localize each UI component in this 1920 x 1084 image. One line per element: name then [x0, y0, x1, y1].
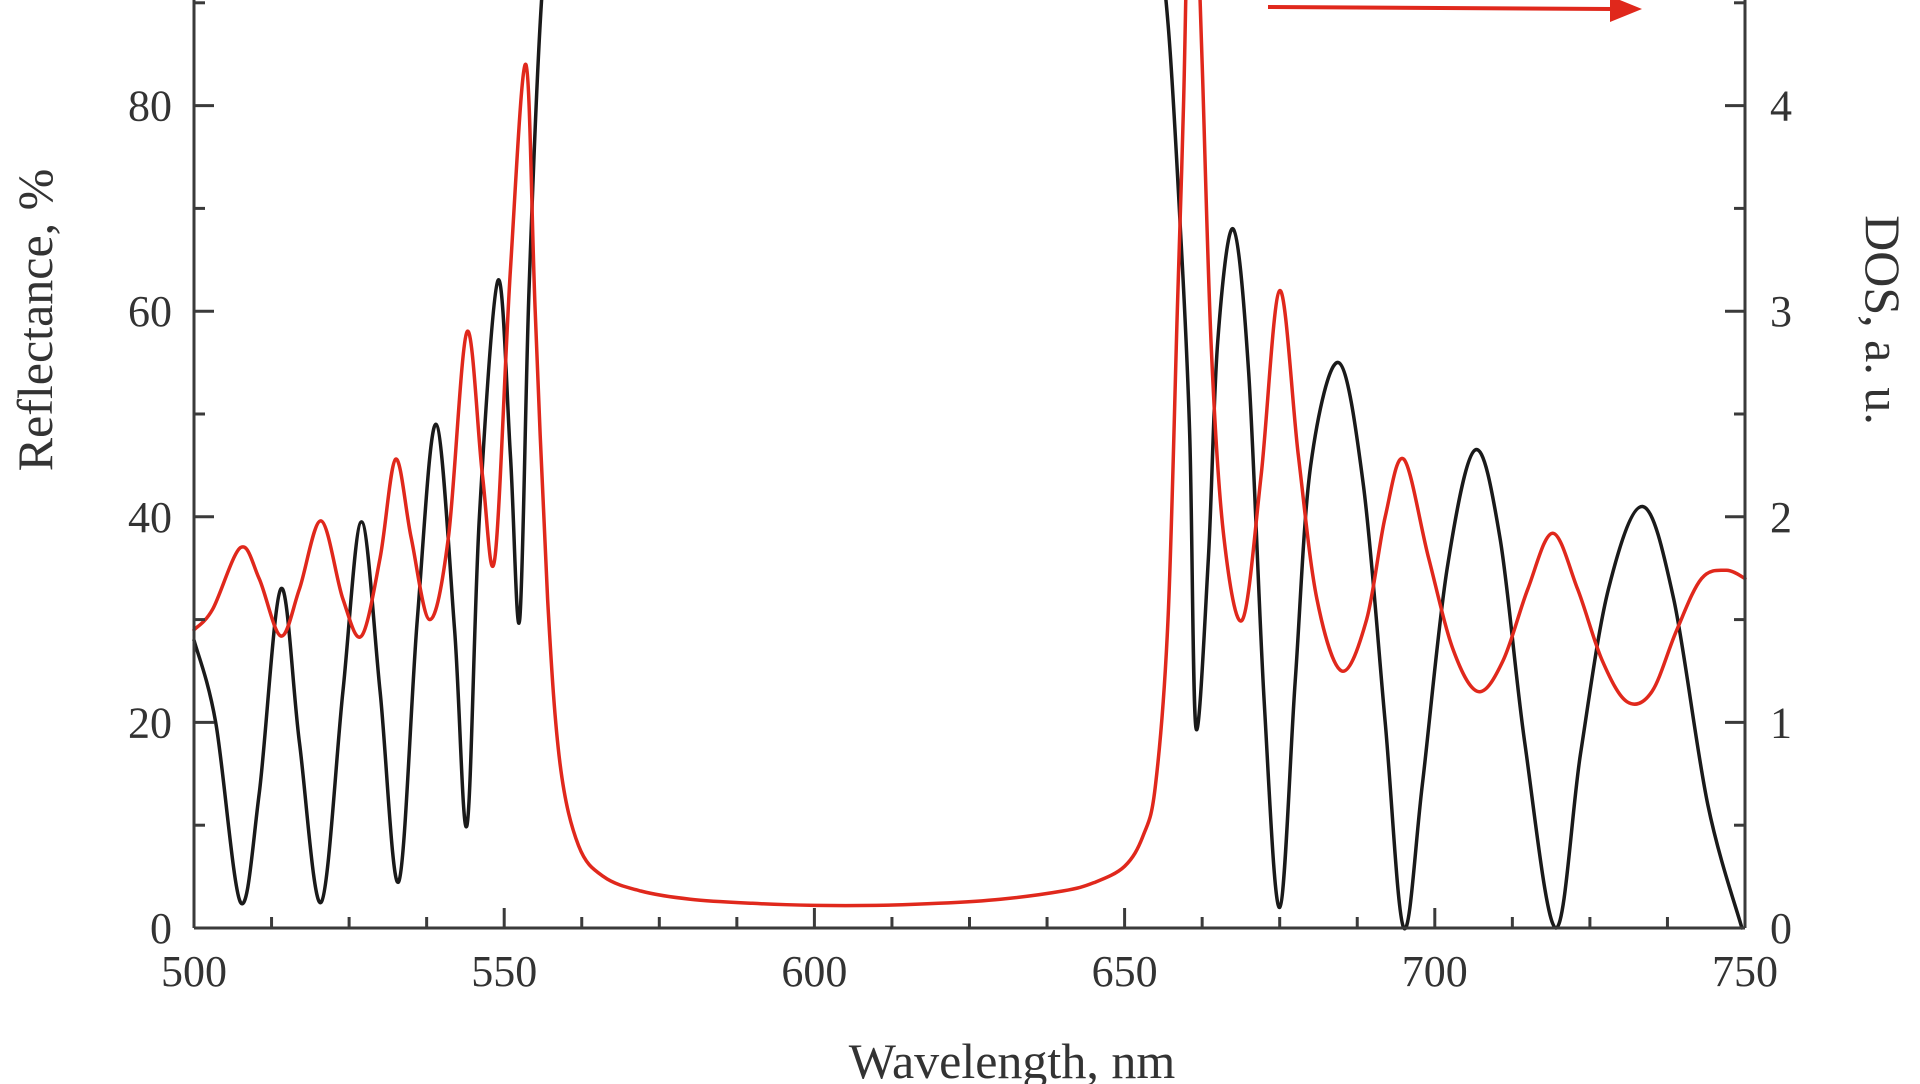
y2-tick-label: 0 [1770, 904, 1792, 953]
y-tick-label: 60 [128, 287, 172, 336]
annotation-arrow [1267, 0, 1642, 22]
arrow-shaft [1267, 5, 1613, 11]
y2-tick-label: 1 [1770, 698, 1792, 747]
y2-tick-label: 3 [1770, 287, 1792, 336]
x-axis-title: Wavelength, nm [849, 1033, 1176, 1084]
x-tick-label: 550 [471, 947, 537, 996]
y-tick-label: 80 [128, 82, 172, 131]
y2-axis-title: DOS, a. u. [1855, 215, 1911, 425]
plot-frame [192, 0, 1747, 930]
arrow-right-icon [1610, 0, 1642, 22]
y-axis-title: Reflectance, % [7, 169, 63, 472]
y-tick-label: 0 [150, 904, 172, 953]
x-tick-label: 750 [1712, 947, 1778, 996]
dos-curve [192, 0, 1747, 908]
plot-curves [192, 0, 1747, 931]
x-tick-label: 600 [781, 947, 847, 996]
x-tick-label: 650 [1092, 947, 1158, 996]
y-tick-label: 40 [128, 493, 172, 542]
reflectance-curve [192, 0, 1744, 931]
y2-tick-label: 2 [1770, 493, 1792, 542]
x-tick-label: 500 [161, 947, 227, 996]
x-tick-label: 700 [1402, 947, 1468, 996]
y2-tick-label: 4 [1770, 82, 1792, 131]
axis-ticks [192, 1, 1747, 930]
y-tick-label: 20 [128, 698, 172, 747]
